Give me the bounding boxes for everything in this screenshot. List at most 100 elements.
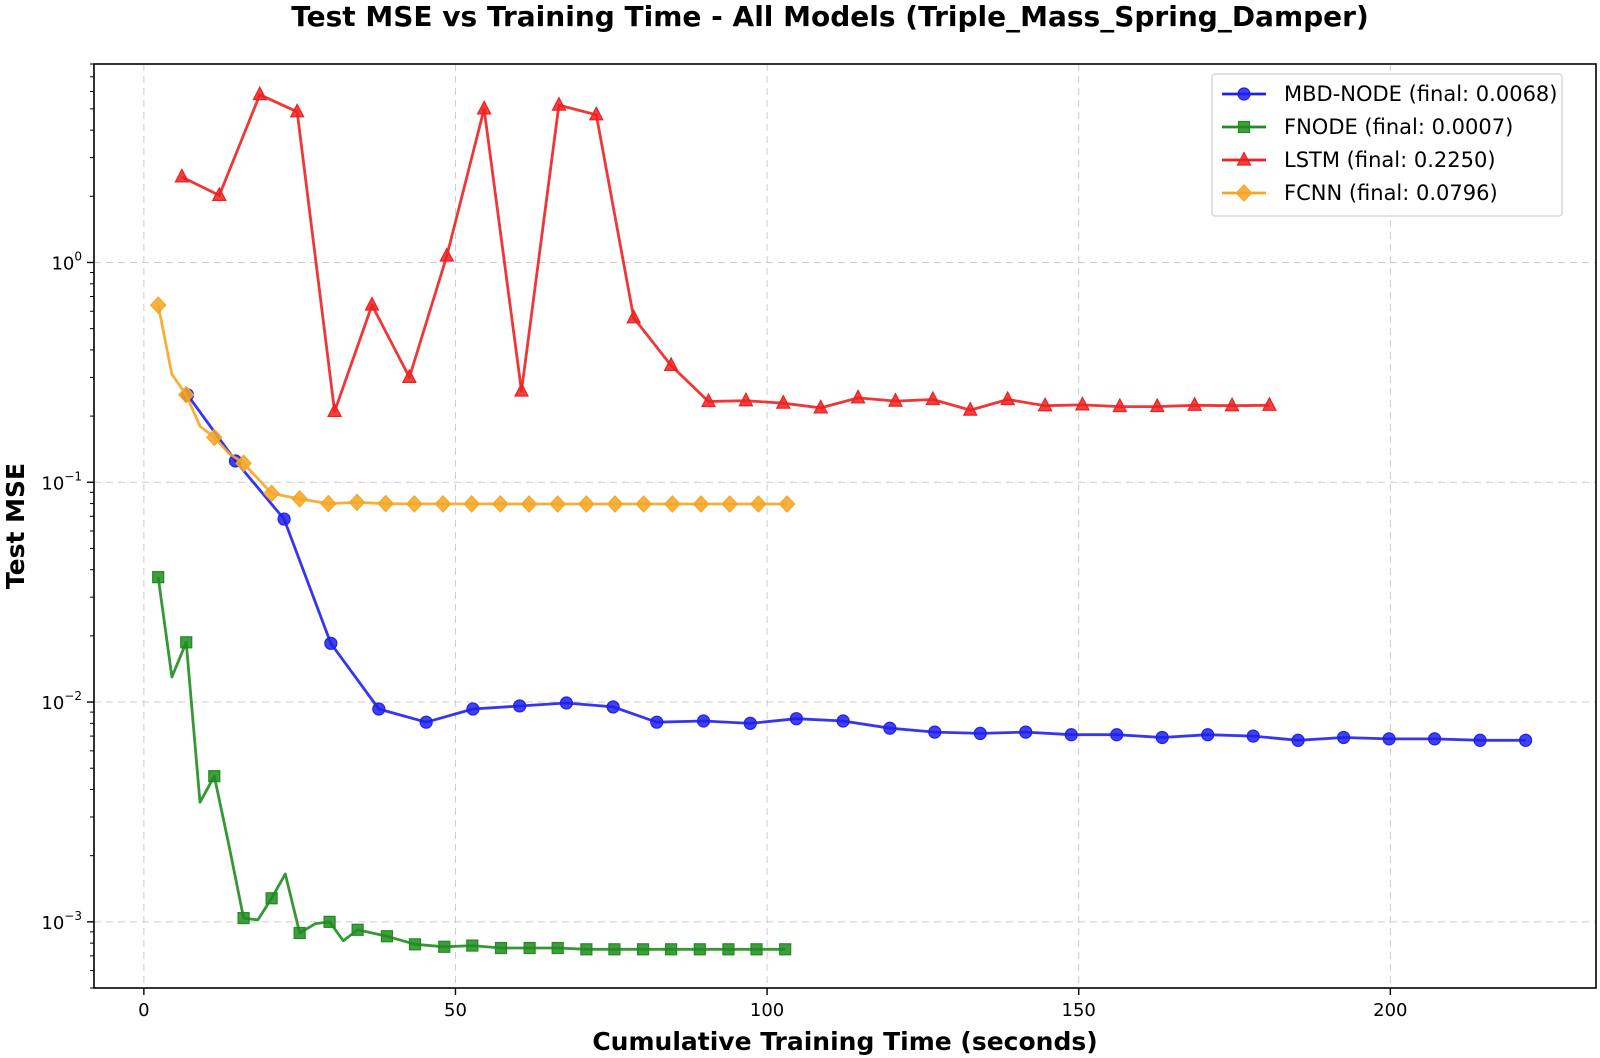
- data-point-triangle: [925, 390, 941, 406]
- data-point-square: [722, 943, 735, 956]
- y-tick-label: 10−2: [41, 689, 82, 714]
- series-line: [186, 393, 1526, 742]
- data-point-circle: [1019, 725, 1033, 739]
- legend-item: FCNN (final: 0.0796): [1222, 181, 1498, 205]
- plot-area-frame: [93, 63, 1597, 989]
- chart-title: Test MSE vs Training Time - All Models (…: [291, 0, 1369, 33]
- data-point-diamond: [721, 495, 739, 513]
- data-point-circle: [696, 714, 711, 728]
- data-point-circle: [650, 715, 664, 729]
- data-point-diamond: [205, 428, 223, 447]
- data-point-triangle: [813, 399, 829, 414]
- legend-marker-square: [1237, 120, 1251, 134]
- data-point-triangle: [775, 394, 791, 409]
- data-point-triangle: [174, 168, 190, 183]
- x-tick-label: 50: [444, 1000, 467, 1021]
- data-point-diamond: [692, 495, 710, 513]
- x-tick-label: 150: [1062, 1000, 1096, 1021]
- data-point-diamond: [348, 493, 366, 512]
- data-point-diamond: [263, 484, 280, 503]
- data-point-triangle: [1000, 390, 1016, 406]
- legend-item: LSTM (final: 0.2250): [1222, 148, 1496, 172]
- series-circle: [180, 388, 1533, 747]
- data-point-triangle: [626, 309, 642, 324]
- data-point-triangle: [439, 247, 455, 262]
- legend-label: FNODE (final: 0.0007): [1284, 115, 1513, 139]
- data-point-square: [351, 923, 364, 936]
- data-point-circle: [973, 726, 987, 741]
- data-point-square: [779, 943, 792, 956]
- data-point-circle: [606, 700, 620, 714]
- data-point-circle: [419, 715, 433, 729]
- legend-item: MBD-NODE (final: 0.0068): [1222, 82, 1557, 106]
- data-point-triangle: [1187, 396, 1203, 411]
- data-point-diamond: [320, 494, 337, 513]
- x-tick-label: 0: [138, 1000, 149, 1021]
- data-point-square: [293, 926, 306, 940]
- legend-marker-diamond: [1235, 184, 1253, 202]
- data-point-triangle: [211, 186, 227, 201]
- data-point-diamond: [149, 296, 167, 314]
- series-line: [156, 304, 787, 506]
- data-point-diamond: [291, 490, 308, 508]
- y-axis-label: Test MSE: [1, 463, 30, 589]
- data-point-square: [580, 943, 593, 956]
- data-point-triangle: [476, 100, 492, 115]
- legend-item: FNODE (final: 0.0007): [1222, 115, 1513, 139]
- y-tick-exponent: 0: [74, 249, 82, 263]
- data-point-circle: [1064, 728, 1078, 742]
- series-line: [156, 577, 786, 951]
- data-point-circle: [513, 699, 527, 713]
- data-point-square: [152, 571, 165, 584]
- data-point-square: [408, 938, 422, 951]
- legend-label: LSTM (final: 0.2250): [1284, 148, 1496, 172]
- y-tick-exponent: −1: [64, 469, 82, 483]
- data-point-square: [665, 943, 678, 956]
- data-point-circle: [277, 512, 291, 526]
- data-point-diamond: [177, 385, 195, 404]
- data-point-triangle: [1261, 396, 1277, 411]
- data-point-diamond: [377, 494, 394, 513]
- data-point-diamond: [434, 495, 452, 513]
- legend-label: FCNN (final: 0.0796): [1284, 181, 1498, 205]
- data-point-diamond: [235, 454, 252, 473]
- y-tick-exponent: −2: [64, 689, 82, 703]
- data-point-triangle: [364, 296, 380, 311]
- x-tick-label: 200: [1373, 1000, 1407, 1021]
- y-tick-label: 10−3: [41, 909, 82, 934]
- data-point-diamond: [492, 495, 509, 513]
- y-tick-base: 10: [51, 253, 74, 274]
- data-point-triangle: [1074, 396, 1090, 411]
- data-point-diamond: [520, 495, 538, 513]
- data-point-square: [265, 892, 278, 905]
- data-point-circle: [1382, 732, 1396, 746]
- series-triangle: [174, 85, 1277, 418]
- data-point-square: [494, 941, 508, 955]
- data-point-circle: [372, 702, 386, 716]
- data-point-triangle: [1224, 396, 1240, 412]
- data-point-triangle: [887, 392, 903, 407]
- data-point-triangle: [588, 105, 604, 121]
- data-point-diamond: [778, 495, 796, 513]
- data-point-square: [380, 930, 394, 943]
- y-tick-label: 100: [51, 249, 82, 274]
- data-point-triangle: [514, 382, 530, 397]
- grid-lines: [94, 64, 1596, 988]
- y-tick-base: 10: [41, 473, 64, 494]
- data-point-square: [551, 941, 564, 955]
- data-point-square: [608, 943, 621, 956]
- data-point-circle: [1201, 728, 1215, 742]
- data-point-circle: [1246, 729, 1260, 743]
- y-tick-base: 10: [41, 913, 64, 934]
- data-point-circle: [1336, 730, 1351, 745]
- series-layer: [149, 85, 1533, 956]
- data-point-circle: [836, 714, 850, 728]
- data-point-square: [323, 915, 336, 928]
- x-axis-label: Cumulative Training Time (seconds): [592, 1027, 1097, 1056]
- data-point-diamond: [635, 495, 653, 513]
- data-point-circle: [324, 636, 338, 650]
- data-point-square: [693, 943, 706, 956]
- data-point-square: [750, 943, 763, 956]
